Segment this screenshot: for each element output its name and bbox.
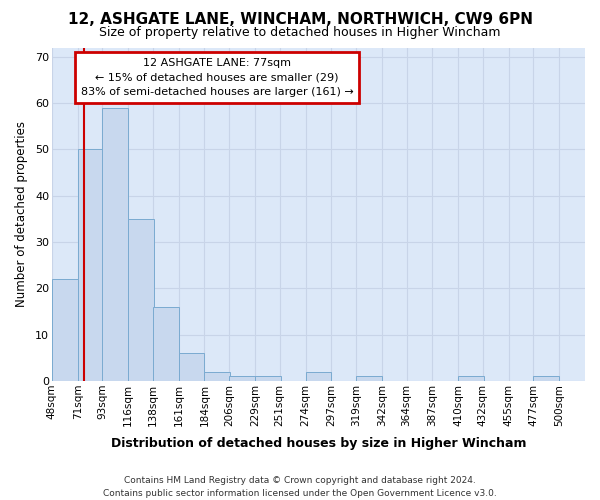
- Bar: [103, 108, 128, 381]
- Text: Contains HM Land Registry data © Crown copyright and database right 2024.
Contai: Contains HM Land Registry data © Crown c…: [103, 476, 497, 498]
- Text: 12 ASHGATE LANE: 77sqm
← 15% of detached houses are smaller (29)
83% of semi-det: 12 ASHGATE LANE: 77sqm ← 15% of detached…: [81, 58, 353, 97]
- Text: 12, ASHGATE LANE, WINCHAM, NORTHWICH, CW9 6PN: 12, ASHGATE LANE, WINCHAM, NORTHWICH, CW…: [67, 12, 533, 26]
- Bar: [356, 376, 382, 381]
- Bar: [128, 219, 154, 381]
- Bar: [205, 372, 230, 381]
- Y-axis label: Number of detached properties: Number of detached properties: [15, 121, 28, 307]
- X-axis label: Distribution of detached houses by size in Higher Wincham: Distribution of detached houses by size …: [110, 437, 526, 450]
- Bar: [179, 353, 205, 381]
- Bar: [153, 307, 179, 381]
- Bar: [52, 279, 77, 381]
- Bar: [533, 376, 559, 381]
- Bar: [229, 376, 255, 381]
- Text: Size of property relative to detached houses in Higher Wincham: Size of property relative to detached ho…: [99, 26, 501, 39]
- Bar: [77, 150, 103, 381]
- Bar: [255, 376, 281, 381]
- Bar: [458, 376, 484, 381]
- Bar: [305, 372, 331, 381]
